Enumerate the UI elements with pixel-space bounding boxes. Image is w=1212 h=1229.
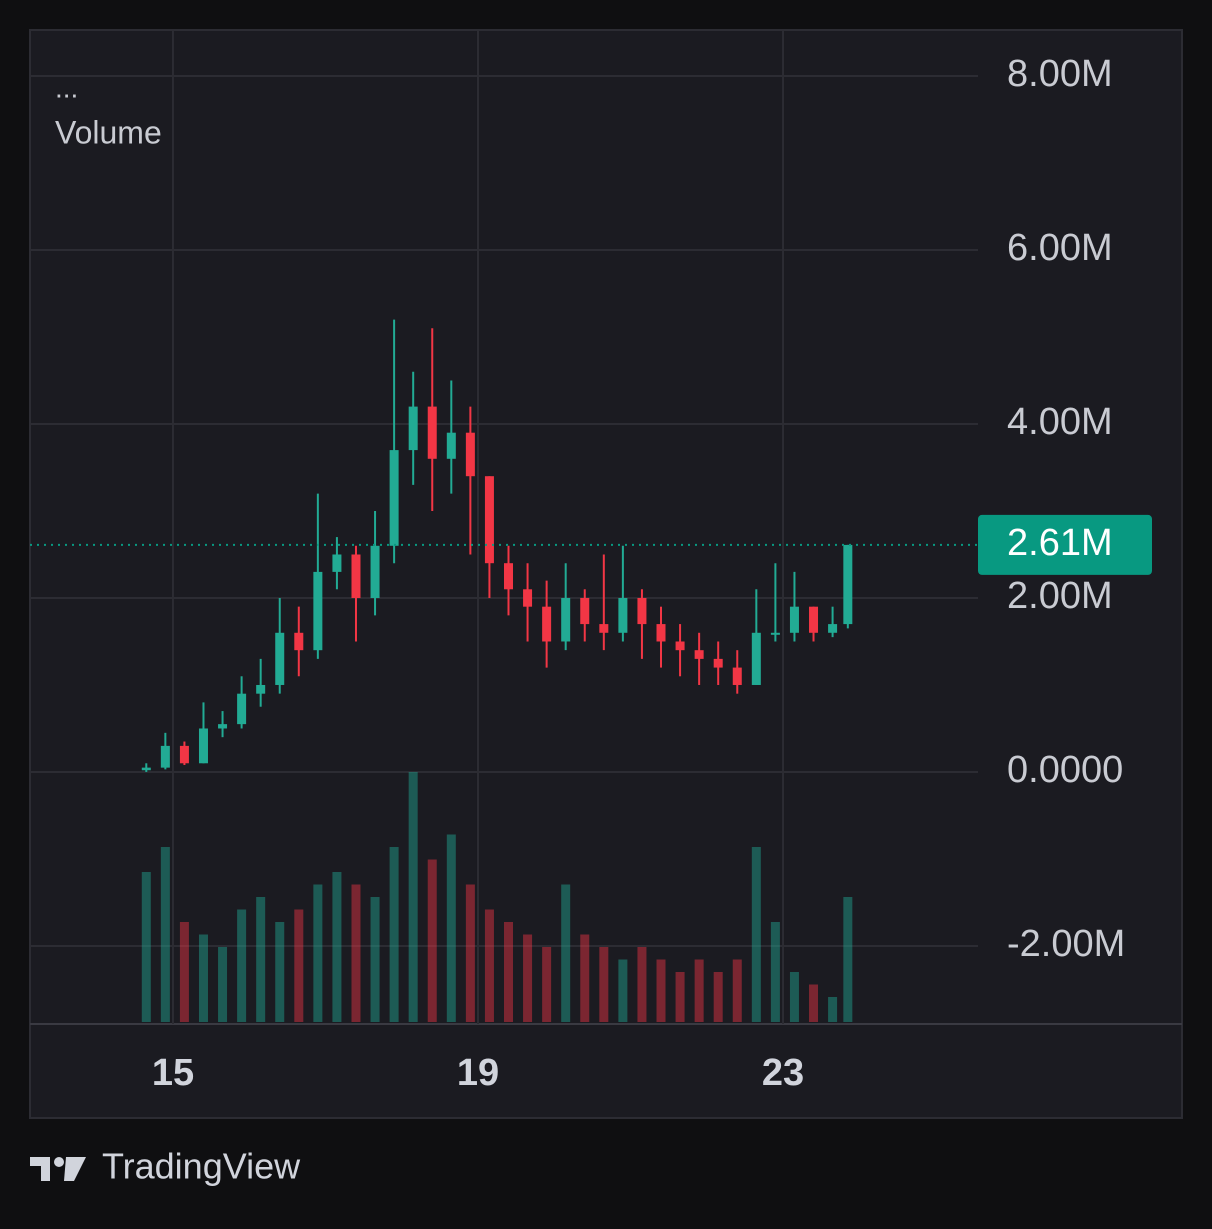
y-tick-label: 4.00M xyxy=(1007,401,1113,443)
volume-bar xyxy=(770,922,780,1022)
candle-body xyxy=(218,724,228,729)
candle-body xyxy=(789,606,799,633)
volume-bar xyxy=(198,934,208,1022)
candle-body xyxy=(751,632,761,685)
indicator-label: Volume xyxy=(55,114,162,150)
candle-body xyxy=(198,728,208,764)
candle-body xyxy=(523,589,533,607)
volume-bar xyxy=(408,772,418,1022)
candle-body xyxy=(370,545,380,598)
candle-body xyxy=(275,632,285,685)
candle-body xyxy=(179,745,189,764)
volume-bar xyxy=(732,959,742,1022)
volume-bar xyxy=(465,884,475,1022)
candle-body xyxy=(465,432,475,477)
volume-bar xyxy=(828,997,838,1022)
candle-body xyxy=(599,624,609,633)
volume-bar xyxy=(332,872,342,1022)
candle-body xyxy=(389,450,399,546)
volume-bar xyxy=(580,934,590,1022)
price-badge-label: 2.61M xyxy=(1007,522,1113,564)
volume-bar xyxy=(294,909,304,1022)
x-tick-label: 19 xyxy=(457,1052,499,1094)
y-tick-label: 0.0000 xyxy=(1007,749,1123,791)
volume-bar xyxy=(675,972,685,1022)
volume-bar xyxy=(789,972,799,1022)
candle-body xyxy=(637,597,647,625)
plot: -2.00M 0.0000 2.00M 4.00M 6.00M 8.00M 15 19 23 2.… xyxy=(30,30,1152,1094)
volume-bar xyxy=(484,909,494,1022)
candle-body xyxy=(656,624,666,642)
candle-body xyxy=(294,632,304,651)
candle-body xyxy=(694,650,704,659)
volume-bar xyxy=(503,922,513,1022)
candle-body xyxy=(408,406,418,451)
y-tick-label: 6.00M xyxy=(1007,227,1113,269)
volume-bar xyxy=(351,884,361,1022)
volume-bar xyxy=(237,909,247,1022)
volume-bar xyxy=(313,884,323,1022)
volume-bar xyxy=(179,922,189,1022)
candle-body xyxy=(542,606,552,642)
price-badge xyxy=(978,514,1152,575)
volume-bar xyxy=(561,884,571,1022)
candle-body xyxy=(237,693,247,725)
candle-body xyxy=(313,571,323,651)
candle-body xyxy=(713,658,723,668)
volume-bar xyxy=(694,959,704,1022)
brand-name: TradingView xyxy=(102,1146,301,1187)
brand-logo xyxy=(30,1157,86,1181)
candle-body xyxy=(141,767,151,771)
candle-body xyxy=(446,432,456,459)
volume-bar xyxy=(713,972,723,1022)
volume-bar xyxy=(751,847,761,1022)
candle-body xyxy=(561,597,571,642)
volume-bar xyxy=(618,959,628,1022)
volume-bar xyxy=(275,922,285,1022)
candle-body xyxy=(332,554,342,572)
y-tick-label: -2.00M xyxy=(1007,923,1125,965)
x-tick-label: 15 xyxy=(152,1052,194,1094)
volume-bar xyxy=(256,897,266,1022)
x-tick-label: 23 xyxy=(762,1052,804,1094)
candle-body xyxy=(503,563,513,590)
candle-body xyxy=(843,544,853,625)
volume-bar xyxy=(370,897,380,1022)
candle-body xyxy=(770,632,780,635)
y-tick-label: 2.00M xyxy=(1007,575,1113,617)
candle-body xyxy=(256,684,266,694)
y-tick-label: 8.00M xyxy=(1007,53,1113,95)
volume-bar xyxy=(542,947,552,1022)
volume-bar xyxy=(599,947,609,1022)
volume-bar xyxy=(809,984,819,1022)
candle-body xyxy=(675,641,685,651)
candle-body xyxy=(427,406,437,459)
candle-body xyxy=(618,597,628,633)
volume-bar xyxy=(160,847,170,1022)
candle-body xyxy=(732,667,742,685)
volume-bar xyxy=(656,959,666,1022)
candle-body xyxy=(160,745,170,768)
candle-body xyxy=(809,606,819,633)
volume-bar xyxy=(141,872,151,1022)
volume-bar xyxy=(523,934,533,1022)
candle-body xyxy=(484,476,494,564)
volume-bar xyxy=(446,834,456,1022)
candle-body xyxy=(828,624,838,633)
volume-bar xyxy=(637,947,647,1022)
volume-bar xyxy=(389,847,399,1022)
menu-dots[interactable]: ... xyxy=(55,72,78,103)
candle-body xyxy=(580,597,590,625)
volume-bar xyxy=(427,859,437,1022)
volume-bar xyxy=(218,947,228,1022)
candle-body xyxy=(351,554,361,598)
volume-bar xyxy=(843,897,853,1022)
